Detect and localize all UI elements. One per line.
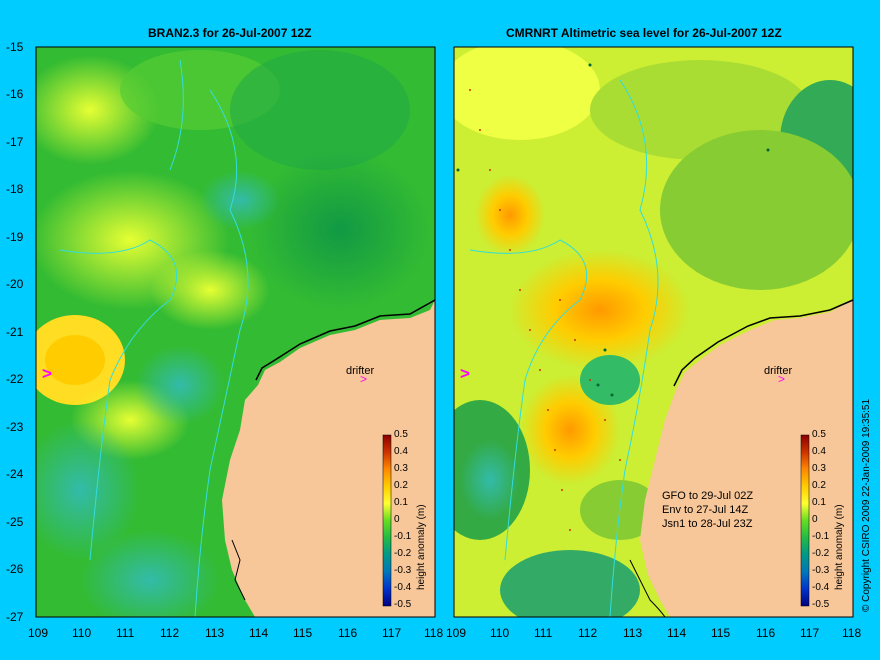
lat-tick: -22: [6, 372, 24, 386]
right-colorbar-label: height anomaly (m): [834, 504, 845, 590]
lat-tick: -16: [6, 87, 24, 101]
colorbar-tick: 0.1: [812, 497, 826, 508]
satellite-note-jsn1: Jsn1 to 28-Jul 23Z: [662, 518, 753, 530]
colorbar-tick: -0.3: [812, 565, 830, 576]
colorbar-tick: 0.2: [394, 480, 408, 491]
lon-tick: 116: [756, 626, 776, 640]
lon-tick: 112: [578, 626, 598, 640]
colorbar-tick: -0.3: [394, 565, 412, 576]
colorbar-tick: 0: [812, 514, 818, 525]
lon-tick: 109: [28, 626, 49, 640]
lat-tick: -24: [6, 467, 24, 481]
satellite-note-gfo: GFO to 29-Jul 02Z: [662, 490, 754, 502]
lon-tick: 113: [623, 626, 643, 640]
right-map-title: CMRNRT Altimetric sea level for 26-Jul-2…: [506, 26, 782, 40]
colorbar-tick: 0: [394, 514, 400, 525]
colorbar-tick: -0.5: [394, 599, 412, 610]
lat-tick: -25: [6, 515, 24, 529]
colorbar-tick: 0.4: [812, 446, 826, 457]
lon-tick: 110: [490, 626, 510, 640]
colorbar-tick: -0.2: [394, 548, 412, 559]
lon-tick: 116: [338, 626, 358, 640]
lon-tick: 112: [160, 626, 180, 640]
left-map: [36, 47, 435, 617]
right-map: [454, 47, 853, 617]
right-drifter-label: drifter: [764, 365, 793, 377]
colorbar-tick: 0.3: [394, 463, 408, 474]
lat-tick: -15: [6, 40, 24, 54]
colorbar-tick: -0.1: [394, 531, 412, 542]
lat-tick: -27: [6, 610, 24, 624]
lon-tick: 115: [711, 626, 731, 640]
left-map-title: BRAN2.3 for 26-Jul-2007 12Z: [148, 26, 312, 40]
lat-tick: -23: [6, 420, 24, 434]
lat-tick: -18: [6, 182, 24, 196]
lat-tick: -26: [6, 562, 24, 576]
lat-tick: -21: [6, 325, 24, 339]
svg-text:>: >: [360, 372, 367, 386]
lon-tick: 114: [249, 626, 269, 640]
colorbar-tick: -0.1: [812, 531, 830, 542]
lon-tick: 117: [382, 626, 402, 640]
left-colorbar-label: height anomaly (m): [416, 504, 427, 590]
lon-tick: 110: [72, 626, 92, 640]
copyright-text: © Copyright CSIRO 2009 22-Jan-2009 19:35…: [861, 398, 872, 612]
colorbar-tick: -0.4: [394, 582, 412, 593]
colorbar-tick: 0.5: [812, 429, 826, 440]
satellite-note-env: Env to 27-Jul 14Z: [662, 504, 749, 516]
colorbar-tick: 0.2: [812, 480, 826, 491]
right-position-marker: >: [460, 364, 470, 383]
colorbar-tick: 0.4: [394, 446, 408, 457]
lon-tick: 111: [534, 626, 553, 640]
lat-tick: -20: [6, 277, 24, 291]
left-position-marker: >: [42, 364, 52, 383]
lat-tick: -17: [6, 135, 24, 149]
lon-tick: 118: [842, 626, 862, 640]
colorbar-tick: 0.1: [394, 497, 408, 508]
colorbar-tick: -0.2: [812, 548, 830, 559]
lon-tick: 111: [116, 626, 135, 640]
lon-tick: 117: [800, 626, 820, 640]
colorbar-tick: -0.4: [812, 582, 830, 593]
left-drifter-label: drifter: [346, 365, 375, 377]
lon-tick: 109: [446, 626, 467, 640]
colorbar-tick: -0.5: [812, 599, 830, 610]
lon-tick: 115: [293, 626, 313, 640]
lon-tick: 118: [424, 626, 444, 640]
lat-tick: -19: [6, 230, 24, 244]
lon-tick: 114: [667, 626, 687, 640]
colorbar-tick: 0.3: [812, 463, 826, 474]
colorbar-tick: 0.5: [394, 429, 408, 440]
lon-tick: 113: [205, 626, 225, 640]
svg-text:>: >: [778, 372, 785, 386]
